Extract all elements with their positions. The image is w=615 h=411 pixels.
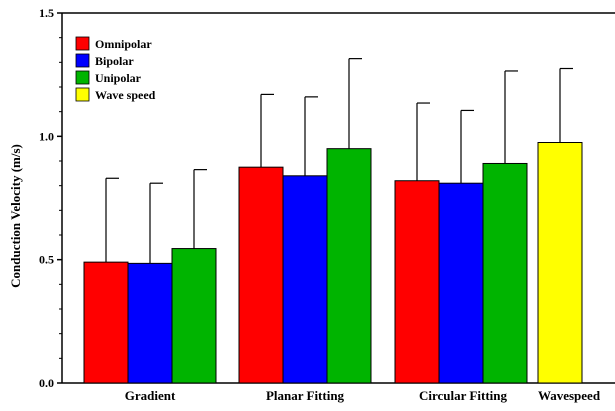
bar-unipolar [171,248,217,384]
bar-omnipolar [394,180,440,384]
bar-omnipolar [238,166,284,384]
bar-unipolar [482,162,528,384]
x-category-label: Planar Fitting [266,388,345,403]
legend-swatch [75,87,90,102]
legend-swatch [75,70,90,85]
y-tick-label: 0.0 [39,376,54,390]
y-tick-label: 0.5 [39,253,54,267]
legend-label: Wave speed [95,88,156,102]
y-tick-label: 1.0 [39,129,54,143]
bar-wave-speed [537,142,583,384]
legend-label: Bipolar [95,54,134,68]
legend-swatch [75,53,90,68]
legend-label: Unipolar [95,71,142,85]
bar-bipolar [282,175,328,384]
bar-unipolar [326,148,372,384]
legend: Omnipolar Bipolar Unipolar Wave speed [75,36,156,102]
bar-bipolar [127,262,173,384]
x-category-label: Gradient [125,388,176,403]
x-category-label: Circular Fitting [419,388,507,403]
legend-swatch [75,36,90,51]
y-axis-label: Conduction Velocity (m/s) [8,144,23,288]
legend-label: Omnipolar [95,37,152,51]
bar-omnipolar [83,261,129,384]
x-category-label: Wavespeed [538,388,601,403]
y-tick-label: 1.5 [39,6,54,20]
bar-bipolar [438,182,484,384]
